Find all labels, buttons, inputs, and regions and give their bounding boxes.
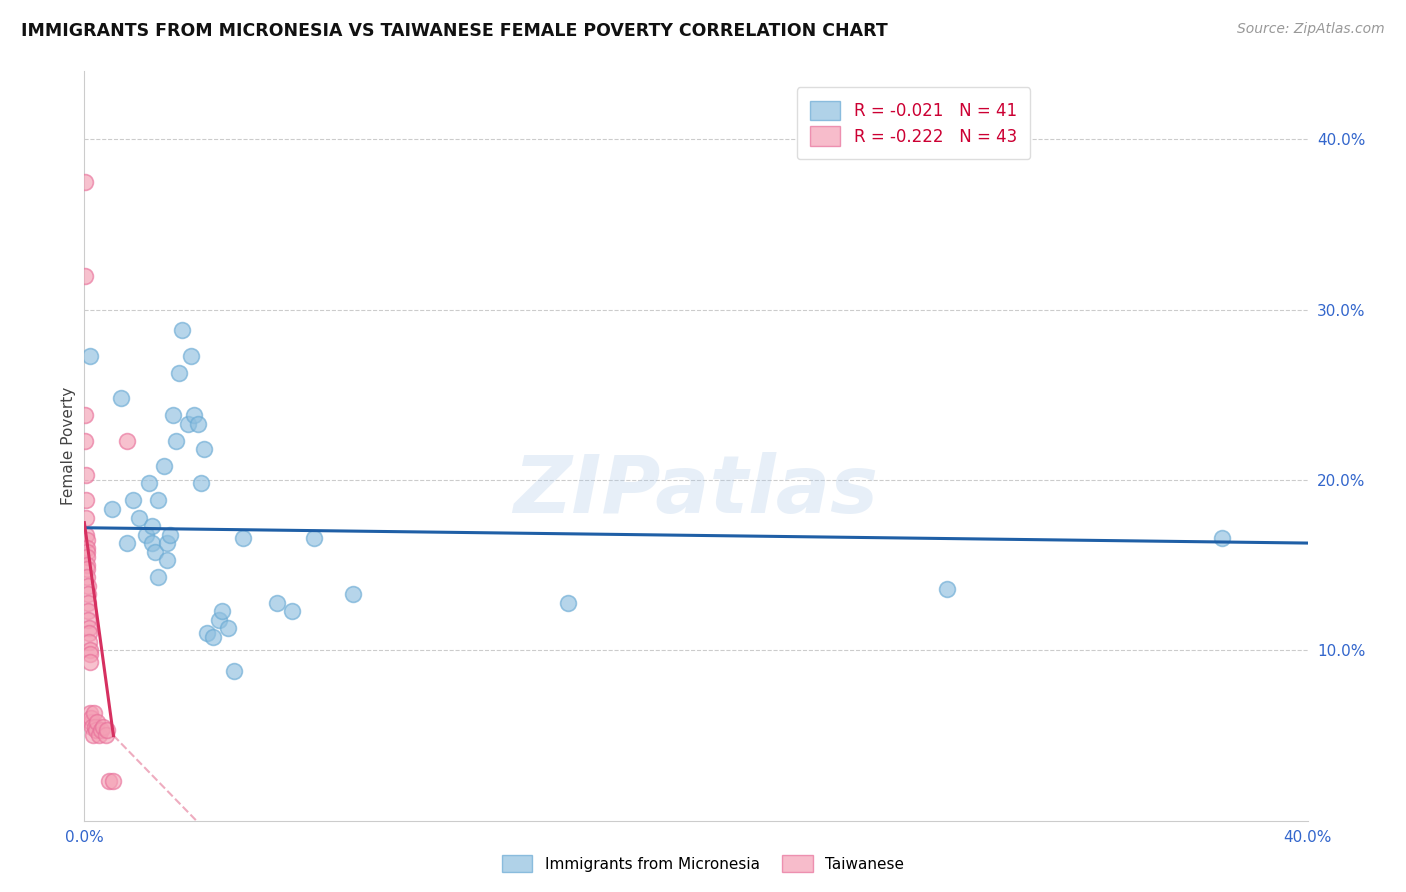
- Point: [146, 570, 169, 584]
- Point: [76, 570, 98, 584]
- Point: [302, 531, 325, 545]
- Point: [193, 442, 215, 457]
- Point: [76, 549, 98, 564]
- Legend: R = -0.021   N = 41, R = -0.222   N = 43: R = -0.021 N = 41, R = -0.222 N = 43: [797, 87, 1031, 159]
- Point: [183, 409, 205, 423]
- Point: [141, 519, 163, 533]
- Legend: Immigrants from Micronesia, Taiwanese: Immigrants from Micronesia, Taiwanese: [494, 847, 912, 880]
- Point: [77, 635, 100, 649]
- Point: [76, 587, 98, 601]
- Text: ZIPatlas: ZIPatlas: [513, 452, 879, 530]
- Point: [122, 493, 145, 508]
- Point: [211, 604, 233, 618]
- Point: [217, 621, 239, 635]
- Point: [75, 409, 97, 423]
- Point: [115, 434, 138, 448]
- Point: [76, 541, 98, 556]
- Point: [76, 544, 98, 558]
- Point: [80, 714, 103, 729]
- Point: [77, 596, 100, 610]
- Point: [84, 723, 107, 738]
- Point: [86, 714, 108, 729]
- Point: [172, 323, 194, 337]
- Point: [77, 604, 100, 618]
- Point: [79, 655, 101, 669]
- Point: [232, 531, 254, 545]
- Point: [141, 536, 163, 550]
- Point: [208, 613, 231, 627]
- Point: [1211, 531, 1233, 545]
- Point: [96, 723, 118, 738]
- Text: Source: ZipAtlas.com: Source: ZipAtlas.com: [1237, 22, 1385, 37]
- Point: [91, 720, 114, 734]
- Point: [128, 510, 150, 524]
- Point: [76, 558, 98, 573]
- Point: [73, 175, 96, 189]
- Point: [180, 349, 202, 363]
- Point: [162, 409, 184, 423]
- Point: [76, 579, 98, 593]
- Point: [195, 626, 218, 640]
- Point: [156, 553, 179, 567]
- Point: [159, 527, 181, 541]
- Point: [79, 647, 101, 661]
- Point: [143, 544, 166, 558]
- Point: [224, 664, 246, 678]
- Point: [103, 774, 125, 789]
- Point: [201, 630, 224, 644]
- Point: [82, 729, 104, 743]
- Point: [76, 561, 98, 575]
- Point: [79, 706, 101, 721]
- Point: [135, 527, 157, 541]
- Point: [177, 417, 200, 431]
- Point: [190, 476, 212, 491]
- Point: [557, 596, 579, 610]
- Point: [167, 366, 190, 380]
- Point: [98, 774, 121, 789]
- Point: [75, 467, 97, 482]
- Point: [77, 613, 100, 627]
- Point: [115, 536, 138, 550]
- Point: [73, 268, 96, 283]
- Point: [186, 417, 208, 431]
- Point: [342, 587, 364, 601]
- Point: [77, 621, 100, 635]
- Text: IMMIGRANTS FROM MICRONESIA VS TAIWANESE FEMALE POVERTY CORRELATION CHART: IMMIGRANTS FROM MICRONESIA VS TAIWANESE …: [21, 22, 887, 40]
- Point: [935, 582, 957, 596]
- Point: [83, 706, 105, 721]
- Point: [110, 392, 132, 406]
- Point: [75, 510, 97, 524]
- Point: [156, 536, 179, 550]
- Point: [90, 723, 112, 738]
- Point: [266, 596, 288, 610]
- Point: [75, 493, 97, 508]
- Point: [153, 459, 176, 474]
- Point: [146, 493, 169, 508]
- Point: [80, 720, 103, 734]
- Point: [79, 643, 101, 657]
- Point: [101, 502, 124, 516]
- Point: [79, 349, 101, 363]
- Point: [75, 434, 97, 448]
- Point: [80, 711, 103, 725]
- Point: [77, 626, 100, 640]
- Point: [87, 729, 110, 743]
- Point: [281, 604, 304, 618]
- Point: [138, 476, 160, 491]
- Point: [165, 434, 187, 448]
- Point: [84, 720, 107, 734]
- Y-axis label: Female Poverty: Female Poverty: [60, 387, 76, 505]
- Point: [94, 729, 117, 743]
- Point: [75, 527, 97, 541]
- Point: [76, 533, 98, 547]
